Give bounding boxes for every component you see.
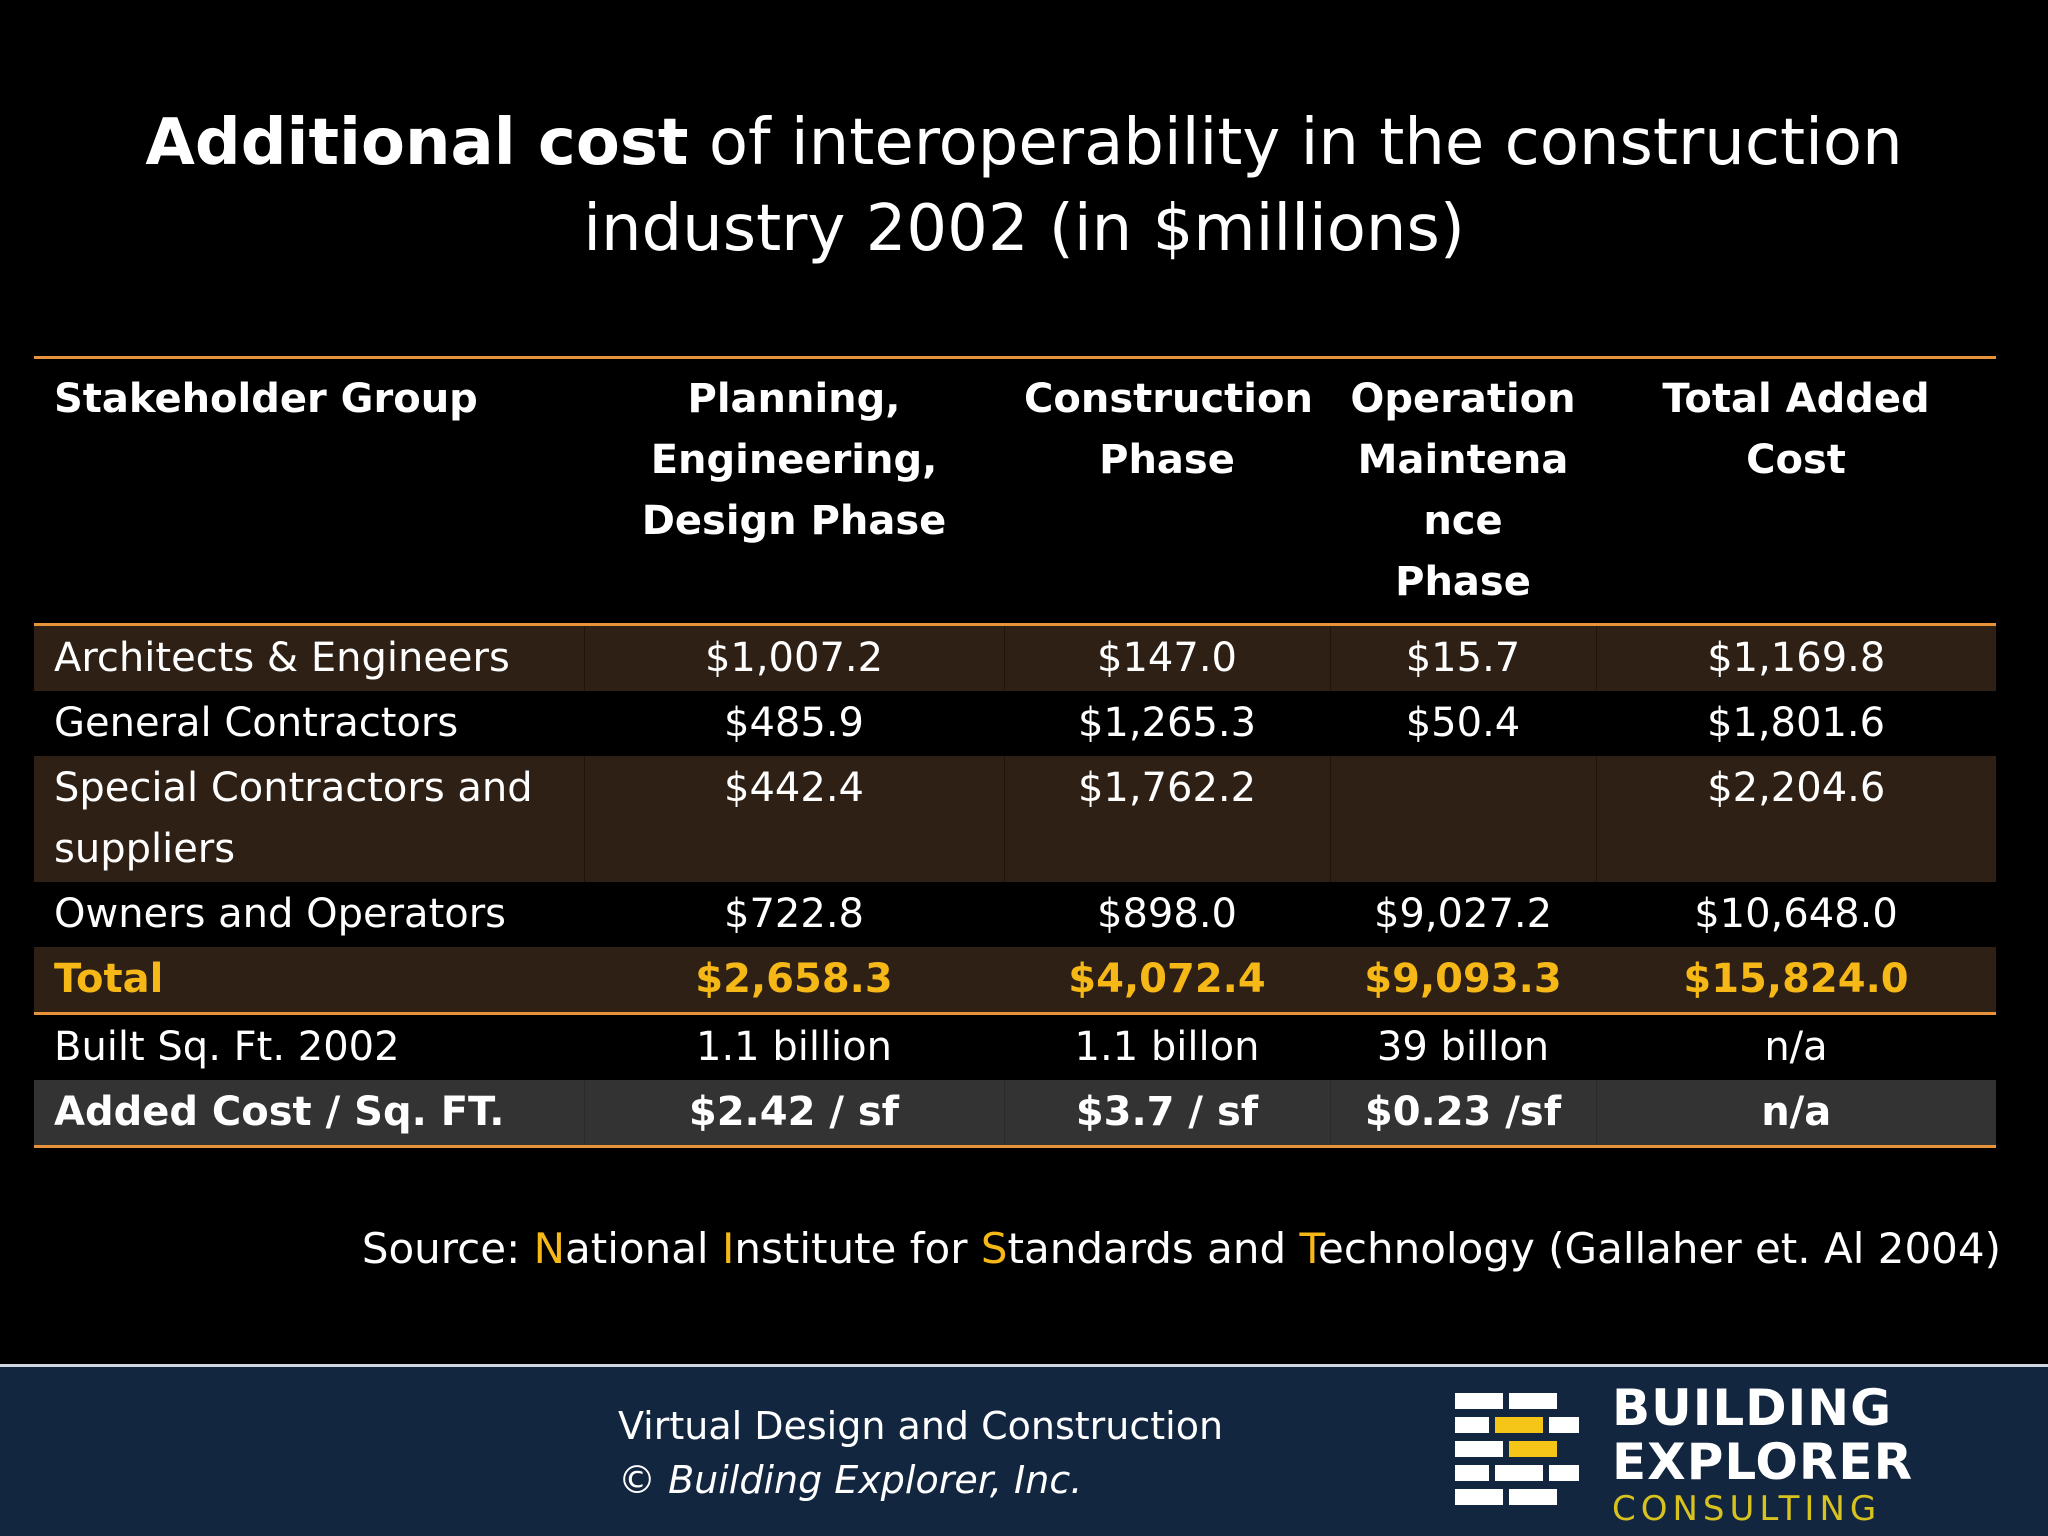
row-total: $10,648.0 — [1596, 882, 1996, 947]
logo-wordmark: BUILDING EXPLORER CONSULTING — [1612, 1381, 1913, 1529]
row-operation: $15.7 — [1329, 624, 1596, 691]
total-label: Total — [34, 947, 584, 1014]
cost-table-container: Stakeholder Group Planning, Engineering,… — [34, 356, 1996, 1148]
title-bold-part: Additional cost — [145, 106, 689, 180]
source-citation: Source: National Institute for Standards… — [361, 1224, 2001, 1273]
logo-line2: EXPLORER — [1612, 1433, 1914, 1491]
sqft-row: Built Sq. Ft. 2002 1.1 billion 1.1 billo… — [34, 1013, 1996, 1080]
total-total: $15,824.0 — [1596, 947, 1996, 1014]
table-row: Architects & Engineers $1,007.2 $147.0 $… — [34, 624, 1996, 691]
sqft-planning: 1.1 billion — [584, 1013, 1004, 1080]
table-header-row: Stakeholder Group Planning, Engineering,… — [34, 358, 1996, 625]
cost-label: Added Cost / Sq. FT. — [34, 1080, 584, 1147]
row-operation — [1329, 756, 1596, 882]
slide-title: Additional cost of interoperability in t… — [80, 100, 1968, 272]
sqft-label: Built Sq. Ft. 2002 — [34, 1013, 584, 1080]
logo-line1: BUILDING — [1612, 1379, 1893, 1437]
title-line2: industry 2002 (in $millions) — [583, 192, 1465, 266]
row-planning: $722.8 — [584, 882, 1004, 947]
footer-text: Virtual Design and Construction © Buildi… — [618, 1399, 1223, 1507]
total-planning: $2,658.3 — [584, 947, 1004, 1014]
cost-construction: $3.7 / sf — [1003, 1080, 1330, 1147]
row-group: General Contractors — [34, 691, 584, 756]
header-planning: Planning, Engineering, Design Phase — [641, 376, 947, 544]
row-total: $2,204.6 — [1595, 756, 1996, 882]
sqft-construction: 1.1 billon — [1004, 1013, 1330, 1080]
row-planning: $485.9 — [584, 691, 1004, 756]
row-construction: $147.0 — [1003, 624, 1330, 691]
row-group: Architects & Engineers — [34, 624, 584, 691]
footer-bar: Virtual Design and Construction © Buildi… — [0, 1364, 2048, 1536]
cost-table: Stakeholder Group Planning, Engineering,… — [34, 356, 1996, 1148]
row-construction: $1,762.2 — [1003, 756, 1330, 882]
table-row: Special Contractors and suppliers $442.4… — [34, 756, 1996, 882]
table-row: Owners and Operators $722.8 $898.0 $9,02… — [34, 882, 1996, 947]
cost-total: n/a — [1595, 1080, 1996, 1147]
cost-planning: $2.42 / sf — [583, 1080, 1004, 1147]
row-operation: $9,027.2 — [1330, 882, 1596, 947]
table-row: General Contractors $485.9 $1,265.3 $50.… — [34, 691, 1996, 756]
logo-line3: CONSULTING — [1612, 1489, 1882, 1529]
row-total: $1,801.6 — [1596, 691, 1996, 756]
row-planning: $1,007.2 — [583, 624, 1004, 691]
footer-line1: Virtual Design and Construction — [618, 1404, 1224, 1448]
row-construction: $898.0 — [1004, 882, 1330, 947]
row-group: Special Contractors and suppliers — [34, 756, 584, 882]
header-total: Total Added Cost — [1662, 376, 1930, 483]
header-operation: Operation Maintena nce Phase — [1350, 376, 1576, 605]
sqft-total: n/a — [1596, 1013, 1996, 1080]
total-operation: $9,093.3 — [1330, 947, 1596, 1014]
sqft-operation: 39 billon — [1330, 1013, 1596, 1080]
row-construction: $1,265.3 — [1004, 691, 1330, 756]
row-operation: $50.4 — [1330, 691, 1596, 756]
row-total: $1,169.8 — [1595, 624, 1996, 691]
header-stakeholder: Stakeholder Group — [54, 376, 478, 422]
header-construction: Construction Phase — [1024, 376, 1313, 483]
footer-copyright: © Building Explorer, Inc. — [618, 1458, 1083, 1502]
total-row: Total $2,658.3 $4,072.4 $9,093.3 $15,824… — [34, 947, 1996, 1014]
cost-operation: $0.23 /sf — [1329, 1080, 1596, 1147]
row-planning: $442.4 — [583, 756, 1004, 882]
total-construction: $4,072.4 — [1004, 947, 1330, 1014]
building-explorer-logo-icon — [1455, 1393, 1579, 1505]
title-rest: of interoperability in the construction — [688, 106, 1903, 180]
cost-per-sqft-row: Added Cost / Sq. FT. $2.42 / sf $3.7 / s… — [34, 1080, 1996, 1147]
row-group: Owners and Operators — [34, 882, 584, 947]
